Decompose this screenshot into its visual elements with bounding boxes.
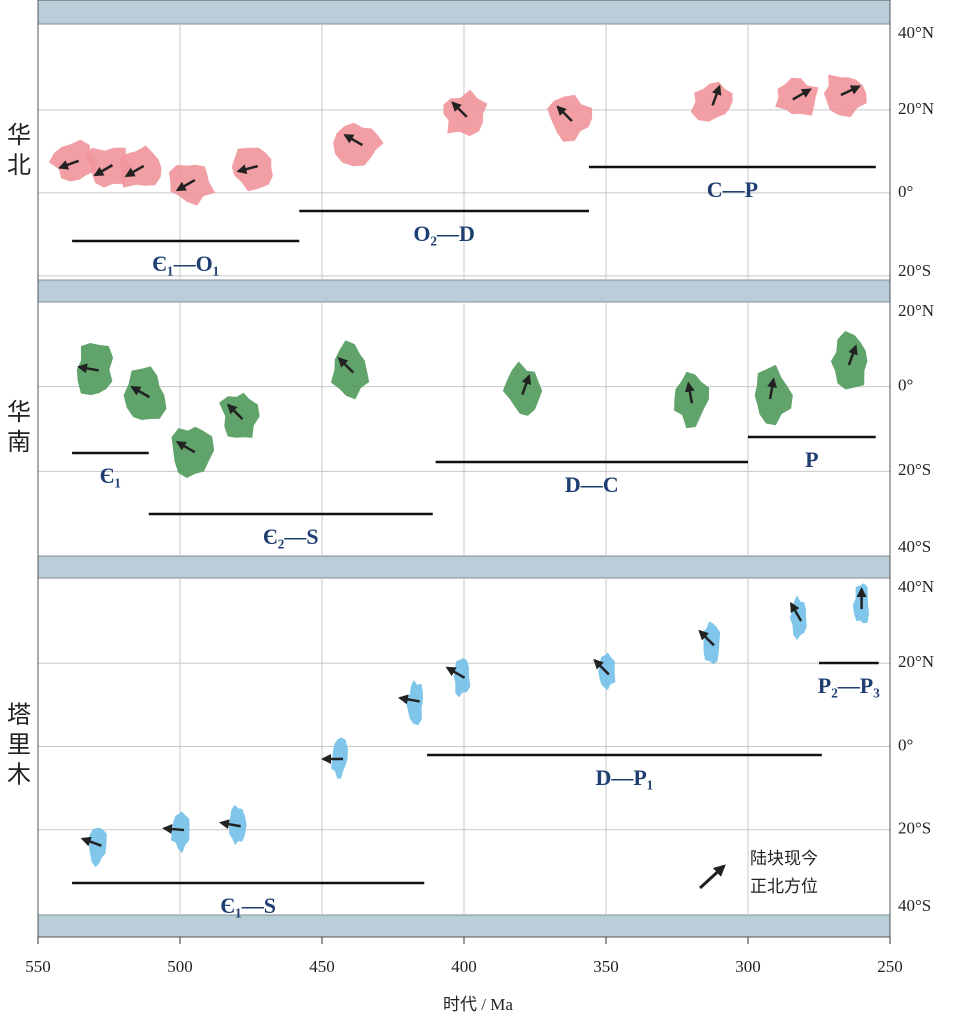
block	[690, 81, 733, 122]
north-arrow	[767, 377, 778, 400]
north-arrow	[711, 84, 722, 106]
north-arrow	[162, 824, 185, 834]
north-arrow	[226, 403, 244, 421]
panel-title: 塔里木	[2, 702, 30, 792]
north-arrow	[236, 164, 259, 175]
y-tick-label: 40°S	[898, 896, 931, 915]
x-tick-label: 250	[877, 957, 903, 976]
block	[48, 139, 97, 182]
block	[170, 811, 190, 853]
north-arrow	[792, 88, 812, 101]
legend-label: 正北方位	[750, 877, 818, 896]
block	[754, 364, 793, 426]
north-arrow	[445, 666, 466, 679]
north-arrow	[80, 836, 102, 847]
y-tick-label: 20°S	[898, 261, 931, 280]
x-tick-label: 300	[735, 957, 761, 976]
y-tick-label: 20°N	[898, 301, 934, 320]
y-tick-label: 0°	[898, 182, 913, 201]
north-arrow	[521, 373, 532, 396]
x-tick-label: 350	[593, 957, 619, 976]
block	[823, 74, 867, 118]
north-arrow	[790, 601, 803, 622]
north-arrow	[58, 159, 80, 170]
north-arrow	[219, 819, 241, 830]
north-arrow	[337, 357, 355, 374]
period-label: C—P	[707, 177, 758, 202]
north-arrow	[175, 441, 196, 454]
legend-arrow	[698, 864, 726, 890]
y-tick-label: 0°	[898, 735, 913, 754]
block	[169, 164, 216, 206]
y-tick-label: 0°	[898, 376, 913, 395]
band	[37, 279, 891, 303]
x-tick-label: 550	[25, 957, 51, 976]
y-tick-label: 20°S	[898, 460, 931, 479]
band	[37, 0, 891, 25]
y-tick-label: 40°S	[898, 537, 931, 556]
north-arrow	[593, 658, 610, 676]
y-tick-label: 40°N	[898, 23, 934, 42]
period-label: Є₂—S	[263, 524, 319, 549]
block	[830, 331, 868, 390]
north-arrow	[175, 178, 196, 192]
panel-title: 华南	[2, 399, 29, 459]
north-arrow	[840, 85, 861, 97]
north-arrow	[124, 164, 145, 178]
period-label: D—P₁	[595, 765, 653, 790]
x-tick-label: 450	[309, 957, 335, 976]
x-tick-label: 400	[451, 957, 477, 976]
y-tick-label: 40°N	[898, 577, 934, 596]
x-tick-label: 500	[167, 957, 193, 976]
block	[231, 147, 273, 192]
band	[37, 555, 891, 579]
north-arrow	[343, 133, 364, 147]
period-label: Є₁—O₁	[152, 251, 219, 276]
y-tick-label: 20°N	[898, 99, 934, 118]
north-arrow	[93, 164, 114, 177]
period-label: D—C	[565, 472, 619, 497]
x-axis-label: 时代 / Ma	[443, 995, 513, 1014]
panel-title: 华北	[2, 122, 30, 182]
period-label: O₂—D	[413, 221, 475, 246]
north-arrow	[847, 344, 858, 366]
period-label: Є₁	[100, 463, 122, 488]
north-arrow	[556, 105, 573, 122]
plot: 40°N 20°N 0° 20°S 华北 Є₁—O₁ O₂—D C—P 20°N 0° 20°S 40…	[2, 0, 934, 976]
period-label: P	[805, 447, 818, 472]
north-arrow	[451, 101, 468, 118]
block	[333, 122, 384, 167]
block	[443, 89, 488, 137]
north-arrow	[77, 363, 99, 374]
block	[453, 658, 471, 698]
north-arrow	[698, 629, 715, 647]
y-tick-label: 20°S	[898, 819, 931, 838]
period-label: Є₁—S	[220, 893, 276, 918]
north-arrow	[397, 694, 420, 705]
north-arrow	[130, 386, 151, 399]
period-label: P₂—P₃	[818, 673, 880, 698]
legend-label: 陆块现今	[750, 849, 818, 868]
block	[405, 679, 423, 726]
block	[89, 827, 107, 868]
block	[502, 361, 543, 416]
y-tick-label: 20°N	[898, 652, 934, 671]
north-arrow	[684, 381, 695, 404]
band	[37, 914, 891, 938]
